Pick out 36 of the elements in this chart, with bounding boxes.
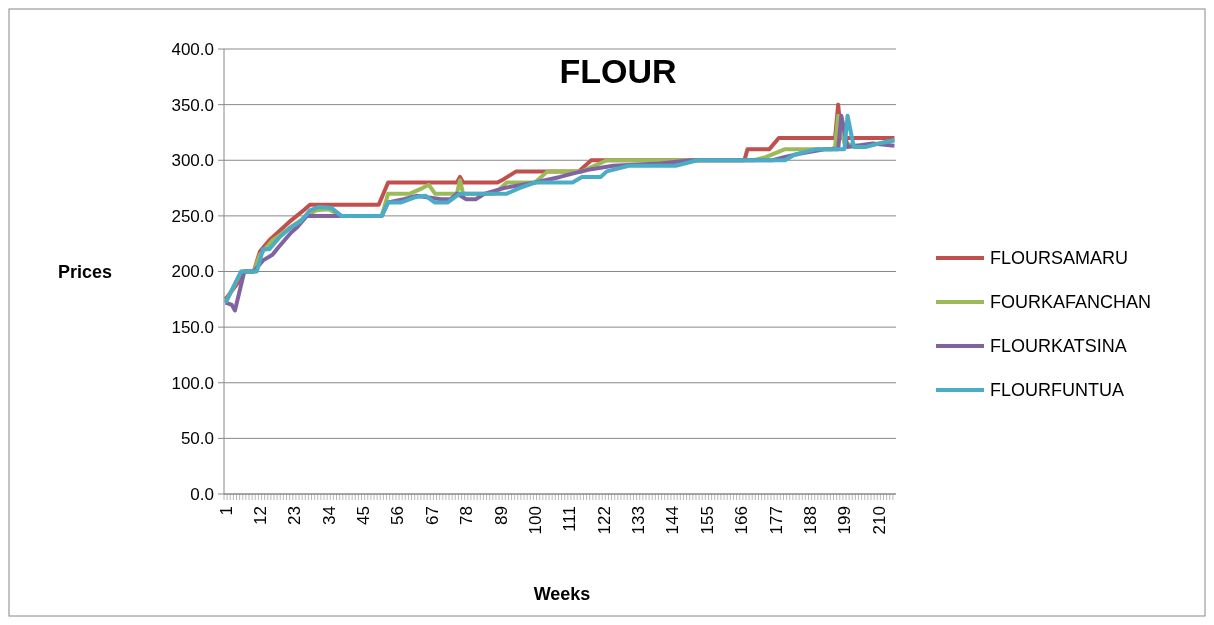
x-tick-label: 56	[388, 506, 408, 525]
x-tick-label: 188	[801, 506, 820, 535]
y-tick-label: 100.0	[171, 373, 214, 393]
x-tick-label: 133	[629, 506, 649, 535]
x-tick-label: 166	[732, 506, 752, 535]
x-tick-label: 100	[525, 506, 545, 535]
y-tick-label: 350.0	[171, 95, 214, 115]
x-tick-label: 210	[869, 506, 889, 535]
x-tick-label: 155	[697, 506, 717, 535]
y-tick-label: 0.0	[190, 484, 214, 504]
y-tick-label: 50.0	[180, 429, 214, 449]
legend-label: FLOURKATSINA	[990, 336, 1127, 357]
x-tick-label: 111	[560, 506, 580, 532]
y-tick-label: 300.0	[171, 151, 214, 171]
x-axis-title: Weeks	[533, 584, 591, 605]
x-tick-label: 177	[766, 506, 786, 535]
chart-title: FLOUR	[559, 52, 677, 90]
y-tick-label: 400.0	[171, 39, 214, 59]
x-tick-label: 67	[422, 506, 442, 525]
y-tick-label: 250.0	[171, 206, 214, 226]
y-axis-title: Prices	[57, 262, 113, 283]
x-tick-label: 122	[594, 506, 614, 535]
x-tick-label: 78	[457, 506, 477, 525]
x-tick-label: 23	[285, 506, 305, 525]
legend-label: FOURKAFANCHAN	[990, 292, 1152, 313]
x-tick-label: 34	[319, 506, 339, 525]
x-tick-label: 12	[250, 506, 270, 525]
legend-label: FLOURFUNTUA	[990, 380, 1124, 401]
x-tick-label: 1	[216, 506, 236, 516]
x-tick-label: 45	[354, 506, 374, 525]
y-tick-label: 200.0	[171, 262, 214, 282]
x-tick-label: 144	[663, 506, 683, 535]
legend-label: FLOURSAMARU	[990, 248, 1129, 269]
y-tick-label: 150.0	[171, 318, 214, 338]
x-tick-label: 199	[835, 506, 855, 535]
x-tick-label: 89	[491, 506, 511, 525]
